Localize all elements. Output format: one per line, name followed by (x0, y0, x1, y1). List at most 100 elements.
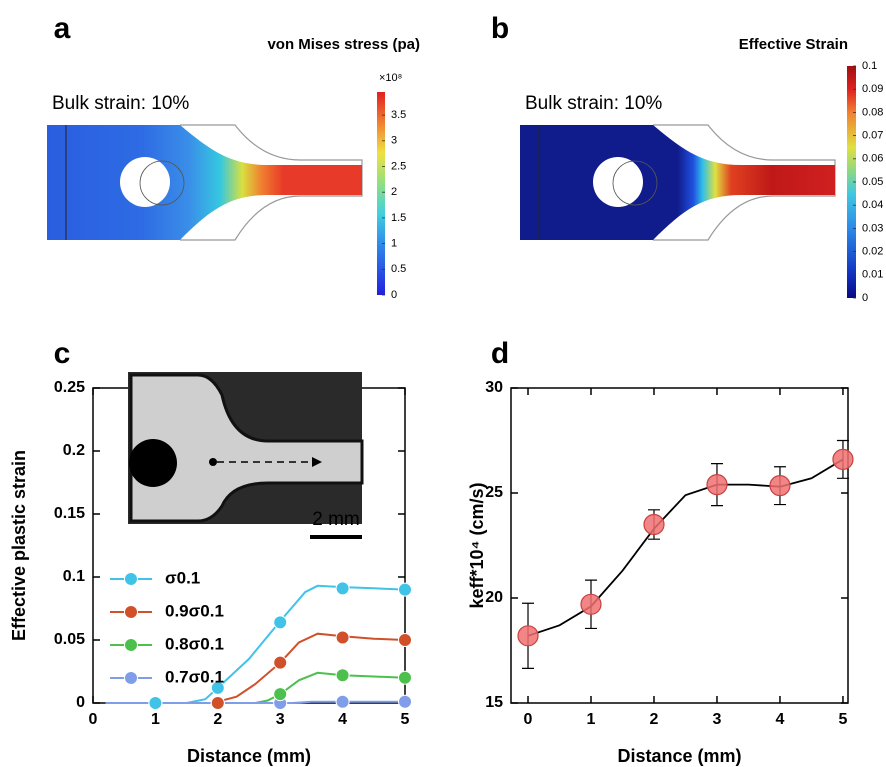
legend-marker (124, 638, 138, 652)
fit-line (527, 458, 844, 637)
point (769, 475, 791, 497)
specimen-outline (653, 124, 836, 241)
marker (273, 615, 288, 630)
colorbar-tick-label: 0.05 (862, 176, 883, 188)
y-tick-label: 30 (485, 379, 503, 396)
marker (210, 680, 225, 695)
plot-frame (510, 387, 849, 704)
colorbar-tick-label: 3.5 (391, 109, 406, 121)
y-tick-label: 0 (76, 694, 85, 711)
inset-specimen (129, 373, 364, 523)
x-tick-label: 1 (587, 711, 596, 728)
annotation: Bulk strain: 10% (525, 93, 662, 114)
legend-label: 0.9σ0.1 (165, 601, 224, 620)
y-tick-label: 15 (485, 694, 503, 711)
panel-letter: c (54, 337, 71, 370)
panel-title: von Mises stress (pa) (267, 36, 420, 53)
colorbar-tick-label: 1 (391, 238, 397, 250)
panel-title: Effective Strain (739, 36, 848, 53)
hole (593, 157, 643, 207)
x-tick-label: 2 (650, 711, 659, 728)
colorbar (377, 92, 385, 295)
marker (398, 694, 412, 709)
x-tick-label: 4 (776, 711, 785, 728)
colorbar-tick-label: 0 (391, 289, 397, 301)
point (517, 625, 539, 647)
panel-letter: a (54, 12, 71, 45)
legend-label: 0.7σ0.1 (165, 667, 224, 686)
x-tick-label: 3 (276, 711, 285, 728)
x-axis-label: Distance (mm) (617, 746, 741, 766)
point (643, 513, 665, 536)
colorbar-tick-label: 0.09 (862, 83, 883, 95)
inset-arrowhead (312, 457, 322, 467)
specimen-outline (180, 124, 363, 241)
colorbar-tick-label: 0.01 (862, 269, 883, 281)
y-tick-label: 0.05 (54, 631, 85, 648)
y-tick-label: 0.25 (54, 379, 85, 396)
inset-dot (209, 458, 217, 466)
y-tick-label: 0.15 (54, 505, 85, 522)
inset-hole (129, 439, 177, 487)
y-tick-label: 0.2 (63, 442, 85, 459)
marker (335, 694, 350, 709)
x-tick-label: 5 (839, 711, 848, 728)
series-line (105, 700, 405, 704)
annotation: Bulk strain: 10% (52, 93, 189, 114)
y-tick-label: 25 (485, 484, 503, 501)
colorbar-tick-label: 0.1 (862, 60, 877, 72)
x-tick-label: 0 (524, 711, 533, 728)
colorbar-tick-label: 0.07 (862, 130, 883, 142)
colorbar-tick-label: 0.5 (391, 263, 406, 275)
legend-label: 0.8σ0.1 (165, 634, 224, 653)
colorbar-tick-label: 3 (391, 135, 397, 147)
colorbar-tick-label: 0.03 (862, 222, 883, 234)
y-tick-label: 0.1 (63, 568, 85, 585)
colorbar-multiplier: ×10⁸ (379, 72, 402, 84)
legend-label: σ0.1 (165, 568, 200, 587)
point (832, 448, 854, 470)
colorbar-tick-label: 1.5 (391, 212, 406, 224)
colorbar-tick-label: 0.08 (862, 106, 883, 118)
y-axis-label: Effective plastic strain (9, 450, 29, 641)
marker (335, 581, 350, 596)
colorbar-tick-label: 0.04 (862, 199, 883, 211)
colorbar-tick-label: 0 (862, 292, 868, 304)
marker (335, 630, 350, 645)
marker (148, 696, 163, 710)
x-tick-label: 2 (213, 711, 222, 728)
marker (273, 655, 288, 670)
y-axis-label: keff*10⁴ (cm/s) (467, 483, 487, 609)
marker (398, 582, 412, 597)
marker (210, 696, 225, 710)
marker (273, 687, 288, 702)
marker (335, 668, 350, 683)
colorbar (847, 66, 856, 298)
colorbar-tick-label: 2.5 (391, 160, 406, 172)
marker (398, 670, 412, 685)
x-tick-label: 1 (151, 711, 160, 728)
panel-letter: b (491, 12, 509, 45)
legend-marker (124, 572, 138, 586)
legend-marker (124, 671, 138, 685)
hole (120, 157, 170, 207)
colorbar-tick-label: 0.06 (862, 153, 883, 165)
colorbar-tick-label: 0.02 (862, 246, 883, 258)
scale-label: 2 mm (312, 509, 360, 530)
specimen-field (47, 125, 362, 240)
y-tick-label: 20 (485, 589, 503, 606)
x-tick-label: 4 (338, 711, 347, 728)
legend-marker (124, 605, 138, 619)
colorbar-tick-label: 2 (391, 186, 397, 198)
point (706, 474, 728, 496)
x-tick-label: 5 (401, 711, 410, 728)
x-tick-label: 0 (89, 711, 98, 728)
hole-outline (612, 160, 658, 206)
x-tick-label: 3 (713, 711, 722, 728)
specimen-field (520, 125, 835, 240)
x-axis-label: Distance (mm) (187, 746, 311, 766)
panel-letter: d (491, 337, 509, 370)
marker (398, 633, 412, 647)
hole-outline (139, 160, 185, 206)
